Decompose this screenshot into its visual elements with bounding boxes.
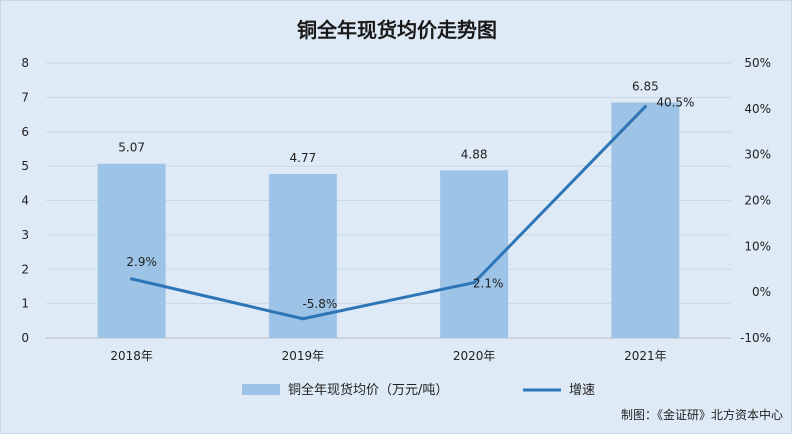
line-point	[472, 281, 476, 285]
bar	[268, 174, 337, 338]
y-right-tick-label: -10%	[740, 331, 771, 345]
bar-series: 5.07 4.77 4.88 6.85	[97, 80, 680, 338]
y-left-tick-label: 1	[21, 297, 29, 311]
bar	[440, 170, 509, 338]
y-right-tick-label: 0%	[752, 285, 771, 299]
line-data-label: -5.8%	[302, 297, 337, 311]
x-axis-ticks: 2018年 2019年 2020年 2021年	[110, 349, 666, 363]
y-left-tick-label: 0	[21, 331, 29, 345]
line-data-label: 2.9%	[126, 255, 157, 269]
x-tick-label: 2018年	[110, 349, 153, 363]
chart-title: 铜全年现货均价走势图	[297, 18, 497, 42]
line-series: 2.9% -5.8% 2.1% 40.5%	[126, 96, 694, 321]
line-data-label: 40.5%	[656, 96, 694, 110]
legend-bar-label: 铜全年现货均价（万元/吨）	[288, 382, 448, 398]
y-right-tick-label: 30%	[744, 148, 771, 162]
source-note: 制图：《金证研》北方资本中心	[621, 407, 783, 422]
legend-bar-swatch	[242, 384, 280, 395]
legend-line-label: 增速	[569, 383, 595, 398]
bar	[97, 163, 166, 338]
x-tick-label: 2021年	[624, 349, 667, 363]
line-data-label: 2.1%	[473, 277, 504, 291]
line-point	[130, 277, 134, 281]
y-left-tick-label: 5	[21, 159, 29, 173]
bar-data-label: 5.07	[118, 141, 145, 155]
y-left-tick-label: 2	[21, 262, 29, 276]
right-axis-ticks: -10% 0% 10% 20% 30% 40% 50%	[740, 56, 771, 345]
y-right-tick-label: 40%	[744, 102, 771, 116]
growth-line	[130, 105, 647, 321]
y-right-tick-label: 20%	[744, 194, 771, 208]
bar-data-label: 4.88	[461, 147, 488, 161]
x-tick-label: 2019年	[282, 349, 325, 363]
bar	[611, 102, 680, 338]
y-left-tick-label: 3	[21, 228, 29, 242]
y-left-tick-label: 7	[21, 90, 29, 104]
left-axis-ticks: 0 1 2 3 4 5 6 7 8	[21, 56, 29, 345]
line-point	[643, 105, 647, 109]
bar-data-label: 4.77	[290, 151, 317, 165]
y-left-tick-label: 6	[21, 125, 29, 139]
bar-data-label: 6.85	[632, 80, 659, 94]
y-right-tick-label: 10%	[744, 239, 771, 253]
y-right-tick-label: 50%	[744, 56, 771, 70]
legend: 铜全年现货均价（万元/吨） 增速	[242, 382, 595, 398]
line-point	[301, 317, 305, 321]
x-tick-label: 2020年	[453, 349, 496, 363]
y-left-tick-label: 4	[21, 194, 29, 208]
y-left-tick-label: 8	[21, 56, 29, 70]
